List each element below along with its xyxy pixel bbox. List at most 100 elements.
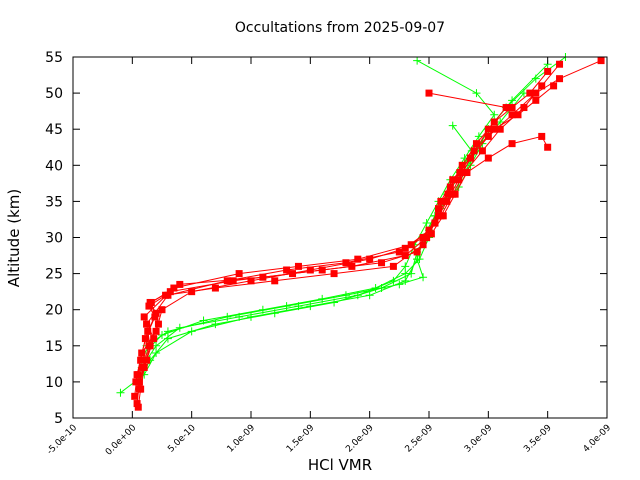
red-square-point <box>496 125 504 133</box>
red-square-point <box>143 356 151 364</box>
green-plus-point <box>472 89 481 98</box>
x-tick-label: 3.5e-09 <box>522 423 554 455</box>
red-square-point <box>271 277 279 285</box>
red-square-point <box>401 244 409 252</box>
red-square-point <box>484 125 492 133</box>
red-square-point <box>451 190 459 198</box>
red-square-point <box>144 327 152 335</box>
red-square-point <box>526 89 534 97</box>
y-tick-label: 5 <box>54 411 63 427</box>
red-square-point <box>139 363 147 371</box>
red-square-point <box>413 248 421 256</box>
red-square-point <box>401 252 409 260</box>
y-tick-label: 55 <box>45 50 63 66</box>
x-tick-label: 5.0e-10 <box>166 423 198 455</box>
red-square-point <box>162 291 170 299</box>
red-profiles-line-3 <box>139 135 549 390</box>
red-square-point <box>135 378 143 386</box>
red-profiles-line-0 <box>137 60 602 408</box>
red-square-point <box>458 161 466 169</box>
red-square-point <box>132 378 140 386</box>
red-square-point <box>427 230 435 238</box>
y-tick-label: 15 <box>45 339 63 355</box>
red-square-point <box>538 132 546 140</box>
red-square-point <box>514 111 522 119</box>
red-square-point <box>150 335 158 343</box>
green-plus-point <box>531 74 540 83</box>
red-square-point <box>463 169 471 177</box>
red-square-point <box>330 270 338 278</box>
red-square-point <box>223 277 231 285</box>
y-tick-label: 45 <box>45 122 63 138</box>
red-square-point <box>158 306 166 314</box>
red-square-point <box>455 176 463 184</box>
green-plus-point <box>413 255 422 264</box>
red-square-point <box>434 212 442 220</box>
green-plus-point <box>365 291 374 300</box>
red-square-point <box>134 403 142 411</box>
green-plus-point <box>508 96 517 105</box>
red-square-point <box>470 147 478 155</box>
y-axis-label: Altitude (km) <box>5 189 23 287</box>
y-tick-label: 35 <box>45 194 63 210</box>
red-square-point <box>145 342 153 350</box>
red-square-point <box>472 140 480 148</box>
red-square-point <box>446 183 454 191</box>
green-plus-point <box>490 110 499 119</box>
red-square-point <box>145 302 153 310</box>
red-square-point <box>419 241 427 249</box>
red-square-point <box>443 197 451 205</box>
red-square-point <box>538 82 546 90</box>
red-square-point <box>289 270 297 278</box>
x-tick-label: 2.5e-09 <box>404 423 436 455</box>
red-square-point <box>508 140 516 148</box>
red-square-point <box>131 392 139 400</box>
red-square-point <box>134 371 142 379</box>
red-square-point <box>378 259 386 267</box>
red-square-point <box>425 226 433 234</box>
green-plus-point <box>282 302 291 311</box>
ticks-layer: 5 10 15 20 25 30 35 40 45 50 55 -5.0e-10 0.0e+00 5.0e… <box>45 50 613 458</box>
red-square-point <box>146 298 154 306</box>
red-square-point <box>502 104 510 112</box>
red-square-point <box>556 75 564 83</box>
red-square-point <box>152 327 160 335</box>
red-square-point <box>520 104 528 112</box>
x-tick-label: 1.0e-09 <box>226 423 258 455</box>
red-square-point <box>211 284 219 292</box>
green-plus-point <box>413 56 422 65</box>
red-square-point <box>439 212 447 220</box>
red-square-point <box>294 262 302 270</box>
red-square-point <box>467 154 475 162</box>
red-square-point <box>544 143 552 151</box>
y-tick-label: 10 <box>45 375 63 391</box>
red-square-point <box>490 125 498 133</box>
red-square-point <box>550 82 558 90</box>
red-square-point <box>138 349 146 357</box>
red-square-point <box>229 277 237 285</box>
red-square-point <box>444 190 452 198</box>
red-square-point <box>407 241 415 249</box>
red-square-point <box>456 169 464 177</box>
green-plus-point <box>422 219 431 228</box>
red-square-point <box>556 60 564 68</box>
series-layer <box>116 53 605 411</box>
red-square-point <box>166 288 174 296</box>
red-square-point <box>342 259 350 267</box>
green-plus-point <box>401 276 410 285</box>
red-square-point <box>425 89 433 97</box>
red-square-point <box>283 266 291 274</box>
green-plus-point <box>474 132 483 141</box>
red-square-point <box>354 255 362 263</box>
red-profiles-line-1 <box>134 63 560 397</box>
red-square-point <box>140 313 148 321</box>
red-square-point <box>143 320 151 328</box>
red-square-point <box>597 57 605 65</box>
green-plus-point <box>395 280 404 289</box>
x-tick-label: 3.0e-09 <box>463 423 495 455</box>
x-tick-label: -5.0e-10 <box>45 423 79 457</box>
x-axis-label: HCl VMR <box>308 456 372 474</box>
green-plus-point <box>341 291 350 300</box>
red-profiles-group <box>131 57 605 411</box>
red-square-point <box>419 234 427 241</box>
